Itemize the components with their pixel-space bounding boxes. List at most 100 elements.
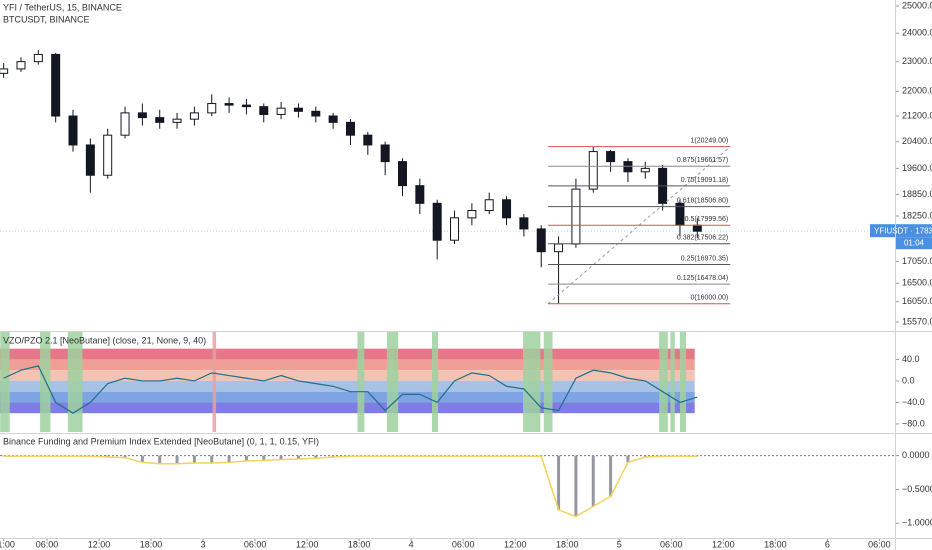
x-tick-label: 06:00 <box>244 539 267 549</box>
y-tick-label: 18850.00 <box>902 189 932 199</box>
candle-body <box>554 243 564 253</box>
candle-body <box>33 53 43 63</box>
x-tick-label: 5 <box>617 539 622 549</box>
x-tick-label: 18:00 <box>140 539 163 549</box>
candle-body <box>311 110 321 117</box>
signal-zone <box>386 332 399 432</box>
x-tick-label: 3 <box>201 539 206 549</box>
x-tick-label: 6 <box>825 539 830 549</box>
candle-body <box>484 199 494 212</box>
candle-body <box>415 185 425 204</box>
candle-body <box>16 61 26 70</box>
histogram-bar <box>244 455 248 462</box>
candle-body <box>432 202 442 241</box>
x-tick-label: 18:00 <box>348 539 371 549</box>
y-tick-label: 18250.00 <box>902 210 932 220</box>
histogram-bar <box>192 455 196 464</box>
candle-body <box>172 118 182 123</box>
oscillator-band <box>0 402 695 414</box>
y-tick-label: 20400.00 <box>902 136 932 146</box>
indicator-title: Binance Funding and Premium Index Extend… <box>3 436 319 446</box>
oscillator-band <box>0 348 695 360</box>
histogram-bar <box>262 455 266 461</box>
x-tick-label: 18:00 <box>556 539 579 549</box>
oscillator-band <box>0 359 695 371</box>
signal-zone <box>679 332 687 432</box>
candle-body <box>293 107 303 112</box>
candle-body <box>224 103 234 106</box>
y-tick-label: 16050.00 <box>902 296 932 306</box>
histogram-bar <box>591 455 595 507</box>
y-tick-label: 23000.00 <box>902 56 932 66</box>
y-tick-label: 17050.00 <box>902 256 932 266</box>
histogram-bar <box>574 455 578 517</box>
fib-label: 0.75(19091.18) <box>681 177 728 184</box>
oscillator-band <box>0 380 695 392</box>
candle-body <box>51 53 61 117</box>
x-tick-label: 06:00 <box>452 539 475 549</box>
histogram-bar <box>158 455 162 464</box>
x-tick-label: 12:00 <box>504 539 527 549</box>
candle-body <box>0 68 9 74</box>
candle-body <box>103 134 113 176</box>
histogram-bar <box>609 455 613 497</box>
candle-body <box>120 112 130 136</box>
signal-zone <box>0 332 10 432</box>
histogram-bar <box>140 455 144 463</box>
fib-label: 0.5(17999.56) <box>685 216 729 223</box>
candle-body <box>259 106 269 115</box>
signal-zone <box>67 332 83 432</box>
histogram-bar <box>557 455 561 510</box>
oscillator-band <box>0 391 695 403</box>
countdown-label: 01:04 <box>904 238 925 247</box>
candle-body <box>397 161 407 187</box>
candle-body <box>363 134 373 146</box>
candle-body <box>328 115 338 123</box>
candle-body <box>155 117 165 123</box>
oscillator-line <box>3 365 698 414</box>
y-tick-label: −1.0000 <box>902 518 932 528</box>
candle-body <box>276 107 286 115</box>
x-tick-label: 06:00 <box>660 539 683 549</box>
candle-body <box>692 224 702 232</box>
signal-zone <box>543 332 553 432</box>
candle-body <box>640 167 650 173</box>
histogram-bar <box>296 455 300 459</box>
histogram-bar <box>123 455 127 458</box>
y-tick-label: −0.5000 <box>902 484 932 494</box>
candle-body <box>380 144 390 163</box>
candle-body <box>345 121 355 136</box>
histogram-bar <box>279 455 283 460</box>
signal-zone <box>659 332 668 432</box>
last-price-box <box>870 224 932 238</box>
oscillator-band <box>0 370 695 381</box>
y-tick-label: 0.0 <box>902 375 915 385</box>
candle-body <box>571 188 581 245</box>
fib-label: 0.875(19661.57) <box>677 157 728 164</box>
histogram-bar <box>227 455 231 463</box>
candle-body <box>502 199 512 219</box>
fib-label: 0.125(16478.04) <box>677 275 728 282</box>
y-tick-label: 40.0 <box>902 354 920 364</box>
y-tick-label: −80.0 <box>902 418 925 428</box>
signal-zone <box>523 332 541 432</box>
signal-zone <box>431 332 439 432</box>
candle-body <box>241 104 251 108</box>
x-tick-label: 12:00 <box>712 539 735 549</box>
candle-body <box>588 151 598 190</box>
indicator-title: VZO/PZO 2.1 [NeoButane] (close, 21, None… <box>3 335 206 345</box>
x-tick-label: 12:00 <box>88 539 111 549</box>
symbol-title: YFI / TetherUS, 15, BINANCE <box>3 2 122 12</box>
candle-body <box>606 151 616 163</box>
fib-label: 0.618(18506.80) <box>677 198 728 205</box>
y-tick-label: 15570.00 <box>902 316 932 326</box>
x-tick-label: 06:00 <box>868 539 891 549</box>
y-tick-label: −40.0 <box>902 397 925 407</box>
histogram-bar <box>175 455 179 464</box>
countdown-box <box>896 237 932 250</box>
y-tick-label: 0.0000 <box>902 450 930 460</box>
candle-body <box>450 217 460 241</box>
